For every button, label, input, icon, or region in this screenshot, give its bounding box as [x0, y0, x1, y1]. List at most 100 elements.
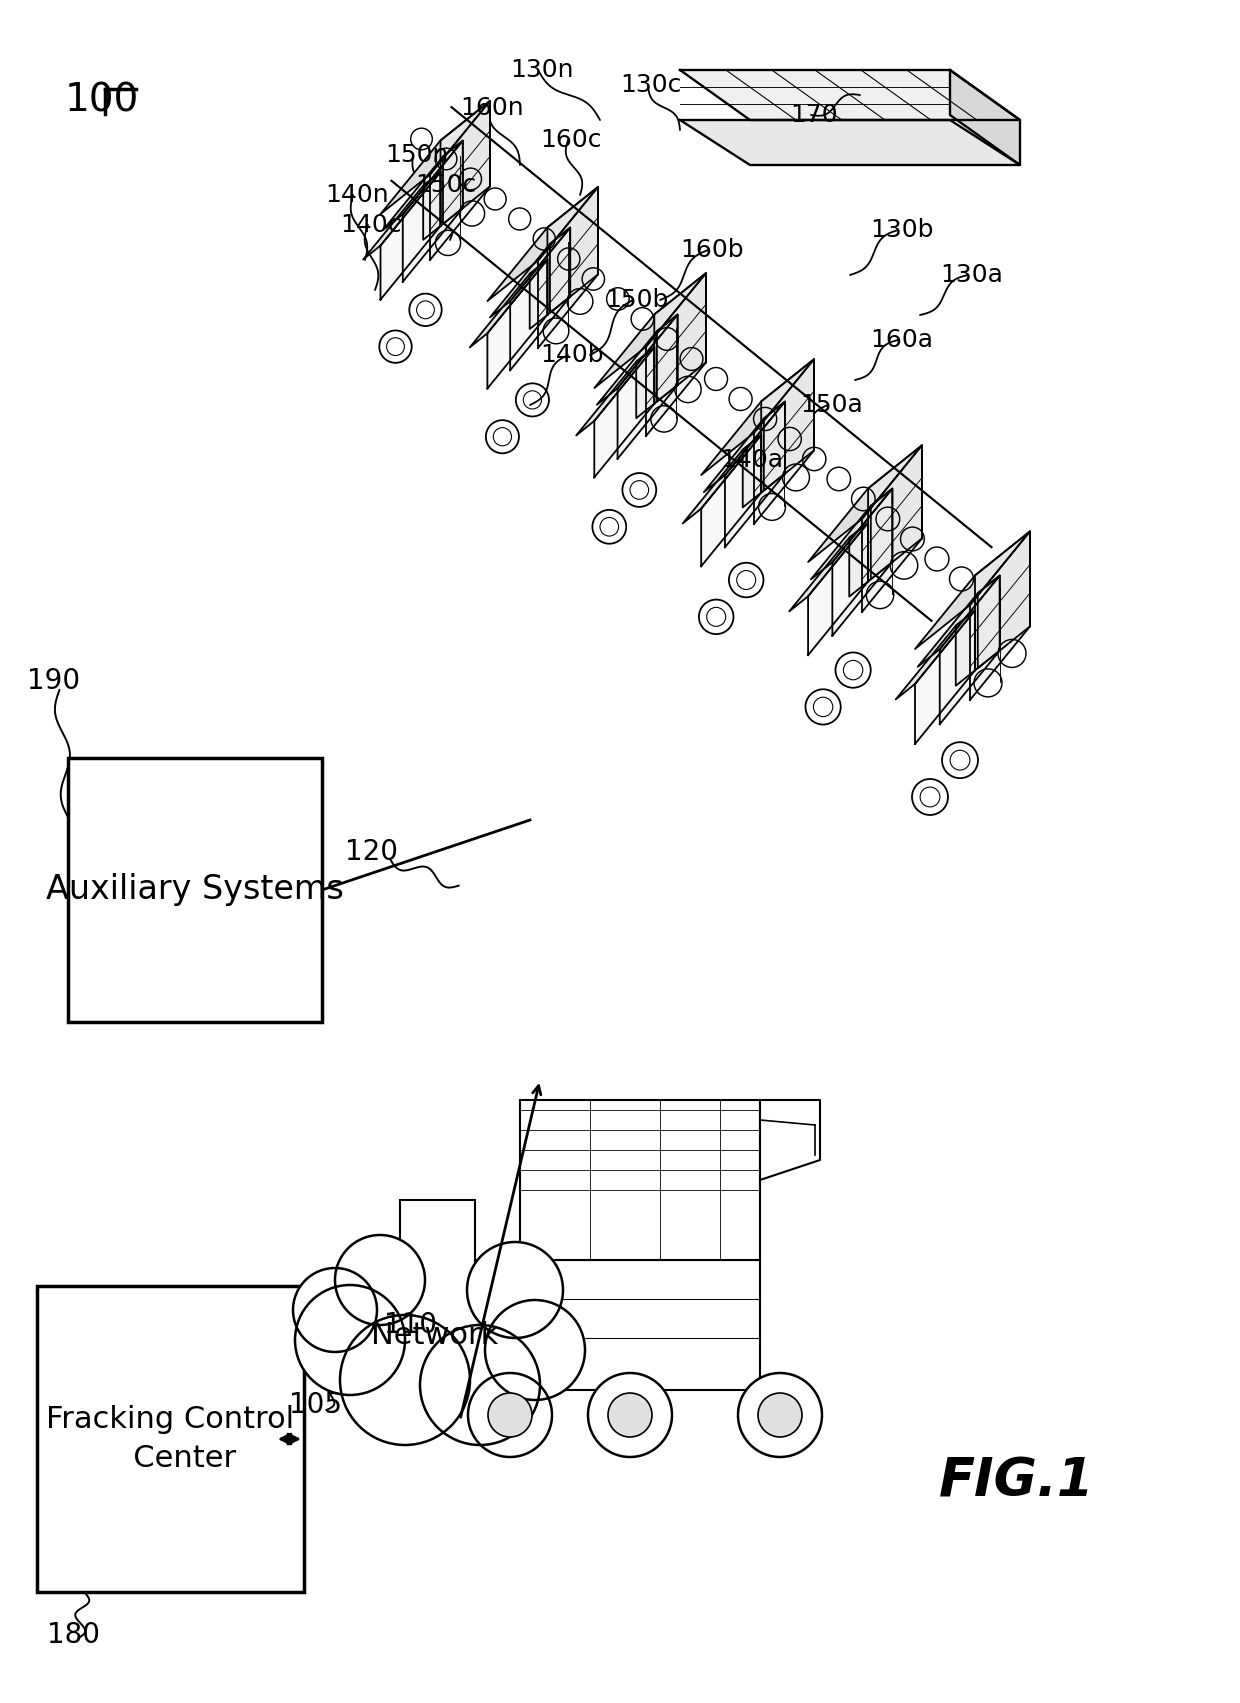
- Polygon shape: [330, 1294, 546, 1340]
- Text: 150b: 150b: [605, 288, 668, 312]
- Polygon shape: [381, 172, 440, 300]
- Polygon shape: [789, 523, 868, 611]
- Polygon shape: [975, 531, 1030, 671]
- Polygon shape: [915, 531, 1030, 649]
- Text: 120: 120: [346, 838, 398, 865]
- Text: 105: 105: [289, 1391, 342, 1419]
- Text: 160c: 160c: [539, 128, 601, 152]
- Circle shape: [489, 1393, 532, 1437]
- Polygon shape: [490, 228, 570, 317]
- Polygon shape: [950, 70, 1021, 165]
- Polygon shape: [383, 141, 463, 230]
- Polygon shape: [915, 610, 975, 744]
- Polygon shape: [594, 347, 655, 477]
- Bar: [520, 1100, 760, 1260]
- Text: 130c: 130c: [620, 73, 681, 97]
- Polygon shape: [940, 576, 999, 724]
- Text: Auxiliary Systems: Auxiliary Systems: [46, 874, 345, 906]
- Text: 150c: 150c: [415, 174, 476, 198]
- Text: 180: 180: [47, 1621, 100, 1649]
- Polygon shape: [680, 119, 1021, 165]
- Polygon shape: [868, 444, 923, 581]
- Polygon shape: [529, 259, 547, 329]
- Polygon shape: [849, 523, 868, 596]
- Circle shape: [293, 1269, 377, 1352]
- Polygon shape: [577, 347, 655, 436]
- Polygon shape: [538, 187, 598, 347]
- Polygon shape: [701, 359, 813, 475]
- Circle shape: [420, 1325, 539, 1446]
- Circle shape: [295, 1286, 405, 1395]
- Polygon shape: [764, 402, 785, 490]
- Circle shape: [758, 1393, 802, 1437]
- Text: 140c: 140c: [340, 213, 402, 237]
- Text: 150a: 150a: [800, 393, 863, 417]
- Polygon shape: [870, 489, 893, 579]
- Polygon shape: [443, 141, 463, 225]
- Polygon shape: [403, 141, 463, 281]
- Polygon shape: [423, 172, 440, 240]
- Text: 160n: 160n: [460, 95, 523, 119]
- Text: 160a: 160a: [870, 329, 932, 353]
- Text: 110: 110: [384, 1311, 438, 1339]
- Text: 190: 190: [27, 668, 81, 695]
- Polygon shape: [547, 187, 598, 315]
- Bar: [68, 758, 322, 1022]
- Polygon shape: [470, 259, 547, 347]
- Polygon shape: [754, 359, 813, 525]
- Text: 130a: 130a: [940, 262, 1003, 288]
- Text: Network: Network: [371, 1320, 498, 1349]
- Text: 150n: 150n: [384, 143, 449, 167]
- Text: 140n: 140n: [325, 182, 388, 208]
- Polygon shape: [430, 100, 490, 261]
- Polygon shape: [549, 228, 570, 313]
- Bar: [401, 1201, 475, 1350]
- Polygon shape: [970, 531, 1030, 700]
- Polygon shape: [680, 70, 1021, 119]
- Polygon shape: [381, 100, 490, 215]
- Polygon shape: [596, 315, 677, 405]
- Polygon shape: [704, 402, 785, 492]
- Polygon shape: [440, 100, 490, 226]
- Text: 160b: 160b: [680, 238, 744, 262]
- Circle shape: [738, 1373, 822, 1458]
- Polygon shape: [655, 272, 706, 404]
- Polygon shape: [832, 489, 893, 635]
- Polygon shape: [808, 444, 923, 562]
- Polygon shape: [761, 359, 813, 492]
- Polygon shape: [636, 347, 655, 419]
- Text: 130n: 130n: [510, 58, 573, 82]
- Polygon shape: [510, 228, 570, 370]
- Circle shape: [467, 1373, 552, 1458]
- Polygon shape: [811, 489, 893, 579]
- Polygon shape: [808, 523, 868, 656]
- Polygon shape: [683, 434, 761, 523]
- Text: Fracking Control
   Center: Fracking Control Center: [46, 1405, 295, 1473]
- Circle shape: [608, 1393, 652, 1437]
- Text: 170: 170: [790, 102, 838, 128]
- Polygon shape: [618, 315, 677, 458]
- Circle shape: [485, 1299, 585, 1400]
- Polygon shape: [657, 315, 677, 402]
- Circle shape: [340, 1315, 470, 1446]
- Circle shape: [467, 1241, 563, 1339]
- Text: 130b: 130b: [870, 218, 934, 242]
- Text: 100: 100: [64, 82, 139, 119]
- Polygon shape: [760, 1100, 820, 1180]
- Polygon shape: [646, 272, 706, 436]
- Polygon shape: [978, 576, 999, 668]
- Polygon shape: [487, 187, 598, 301]
- Polygon shape: [487, 259, 547, 388]
- Polygon shape: [725, 402, 785, 547]
- Polygon shape: [363, 172, 440, 259]
- Text: 140a: 140a: [720, 448, 782, 472]
- Text: 140b: 140b: [539, 342, 604, 368]
- Polygon shape: [895, 610, 975, 700]
- Bar: [37, 1286, 304, 1592]
- Polygon shape: [594, 272, 706, 388]
- Polygon shape: [918, 576, 999, 668]
- Polygon shape: [743, 434, 761, 507]
- Polygon shape: [701, 434, 761, 565]
- Bar: [470, 1260, 760, 1390]
- Circle shape: [588, 1373, 672, 1458]
